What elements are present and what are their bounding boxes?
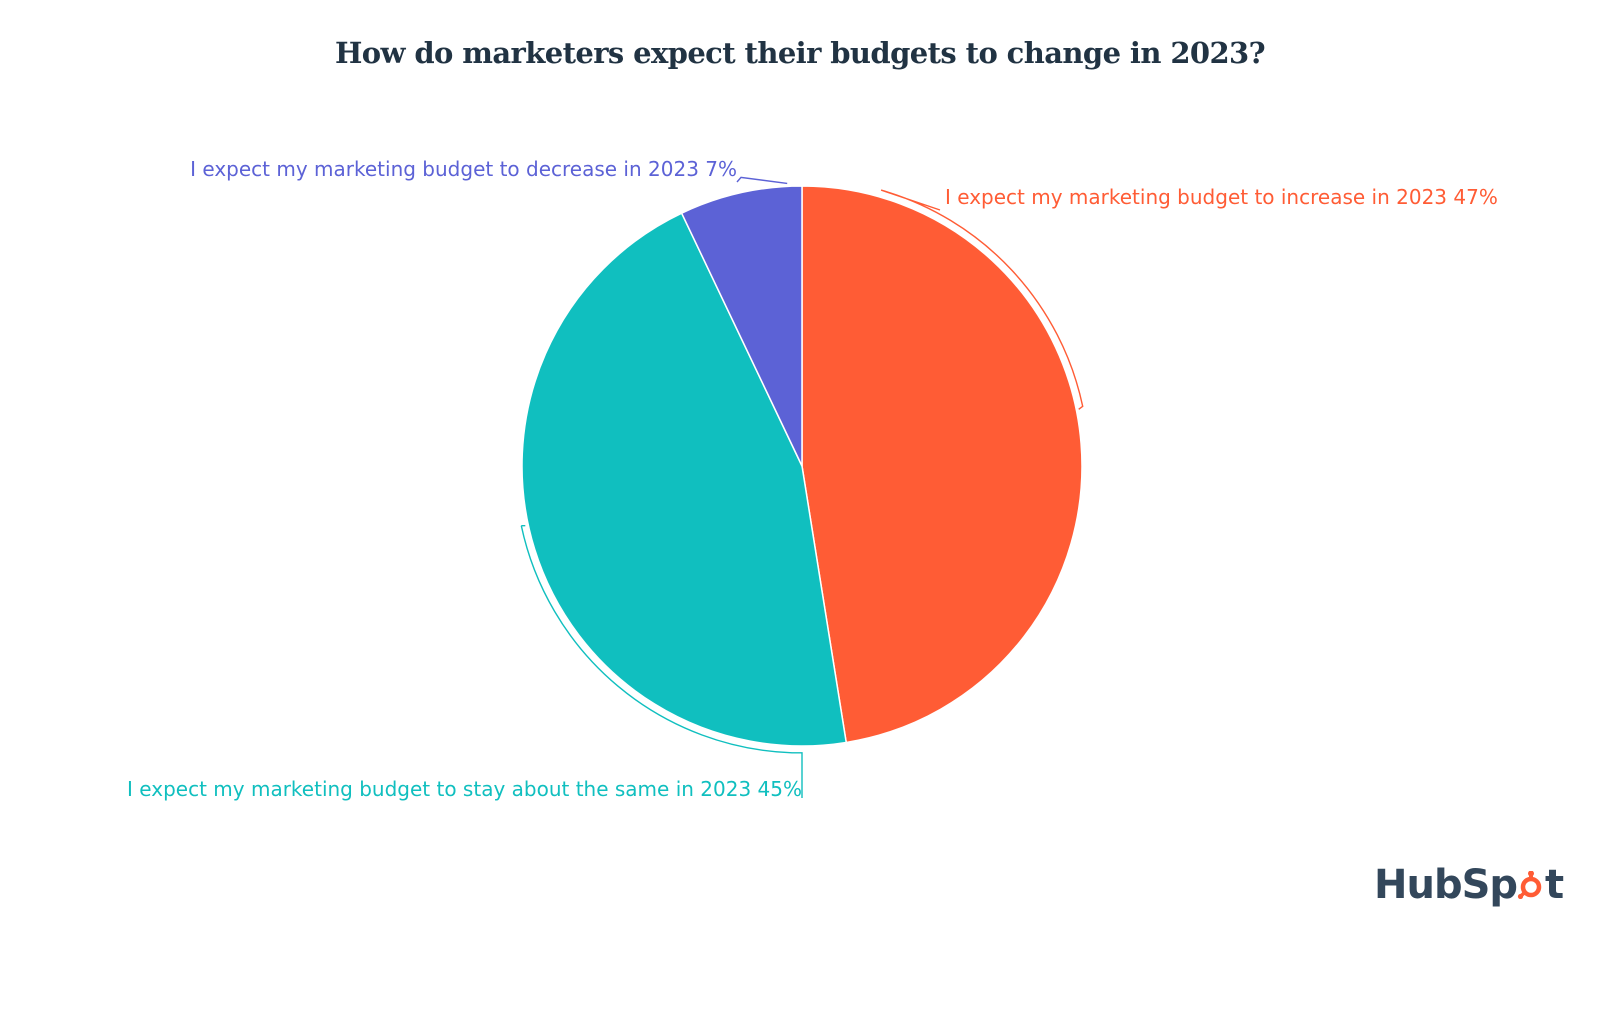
chart-title: How do marketers expect their budgets to…: [334, 36, 1266, 70]
slice-labels: I expect my marketing budget to increase…: [127, 157, 1498, 801]
hubspot-logo: HubSp t: [1374, 862, 1564, 908]
logo-text-end: t: [1545, 862, 1564, 908]
leader-line-2: [520, 525, 803, 798]
pie-slice-2: [521, 212, 848, 747]
logo-text-part: HubSp: [1374, 862, 1518, 908]
leader-lines: [520, 176, 1084, 798]
pie-slices: [521, 185, 1083, 747]
slice-label-2: I expect my marketing budget to stay abo…: [127, 777, 802, 801]
leader-line-1: [880, 189, 1084, 410]
slice-label-3: I expect my marketing budget to decrease…: [190, 157, 737, 181]
pie-slice-3: [680, 185, 803, 467]
sprocket-icon: [1517, 863, 1545, 900]
pie-slice-1: [801, 185, 1083, 744]
leader-line-3: [736, 176, 788, 185]
slice-label-1: I expect my marketing budget to increase…: [945, 185, 1498, 209]
